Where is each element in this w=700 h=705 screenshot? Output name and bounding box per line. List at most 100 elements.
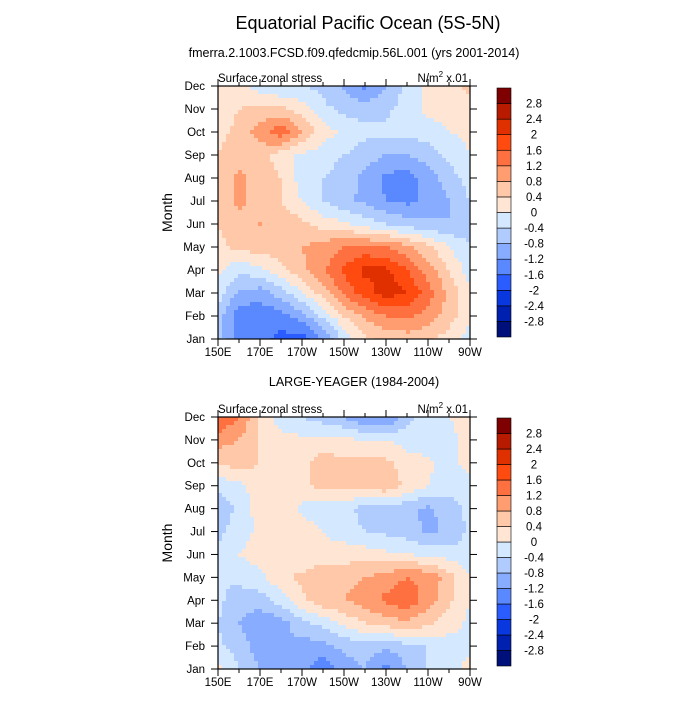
contour-cell: [250, 218, 254, 222]
contour-cell: [450, 202, 454, 206]
contour-cell: [386, 206, 390, 210]
contour-cell: [282, 425, 286, 429]
contour-cell: [230, 106, 234, 110]
contour-cell: [462, 186, 466, 190]
contour-cell: [410, 126, 414, 130]
contour-cell: [322, 150, 326, 154]
contour-cell: [254, 254, 258, 258]
contour-cell: [310, 210, 314, 214]
contour-cell: [302, 266, 306, 270]
contour-cell: [326, 90, 330, 94]
contour-cell: [382, 126, 386, 130]
contour-cell: [406, 166, 410, 170]
contour-cell: [222, 234, 226, 238]
contour-cell: [426, 258, 430, 262]
contour-cell: [246, 318, 250, 322]
contour-cell: [270, 306, 274, 310]
contour-cell: [326, 158, 330, 162]
y-tick-label: Jul: [190, 196, 205, 208]
contour-cell: [426, 134, 430, 138]
contour-cell: [262, 118, 266, 122]
contour-cell: [374, 114, 378, 118]
contour-cell: [250, 270, 254, 274]
contour-cell: [410, 298, 414, 302]
contour-cell: [270, 445, 274, 449]
contour-cell: [390, 234, 394, 238]
contour-cell: [278, 246, 282, 250]
contour-cell: [230, 214, 234, 218]
contour-cell: [442, 150, 446, 154]
contour-cell: [338, 274, 342, 278]
contour-cell: [430, 174, 434, 178]
contour-cell: [422, 222, 426, 226]
contour-cell: [262, 306, 266, 310]
contour-cell: [430, 198, 434, 202]
contour-cell: [282, 302, 286, 306]
contour-cell: [462, 202, 466, 206]
contour-cell: [382, 178, 386, 182]
contour-cell: [450, 150, 454, 154]
contour-cell: [254, 114, 258, 118]
contour-cell: [314, 242, 318, 246]
contour-cell: [226, 457, 230, 461]
contour-cell: [286, 437, 290, 441]
contour-cell: [442, 437, 446, 441]
contour-cell: [418, 126, 422, 130]
contour-cell: [298, 158, 302, 162]
contour-cell: [274, 206, 278, 210]
contour-cell: [338, 178, 342, 182]
contour-cell: [270, 246, 274, 250]
contour-cell: [322, 254, 326, 258]
contour-cell: [318, 274, 322, 278]
contour-cell: [238, 194, 242, 198]
contour-cell: [238, 198, 242, 202]
contour-cell: [230, 190, 234, 194]
contour-cell: [438, 206, 442, 210]
contour-cell: [238, 254, 242, 258]
contour-cell: [270, 222, 274, 226]
contour-cell: [286, 286, 290, 290]
contour-cell: [254, 258, 258, 262]
contour-cell: [454, 142, 458, 146]
contour-cell: [342, 238, 346, 242]
contour-cell: [342, 142, 346, 146]
contour-cell: [262, 226, 266, 230]
contour-cell: [290, 246, 294, 250]
contour-cell: [270, 314, 274, 318]
contour-cell: [382, 286, 386, 290]
contour-cell: [446, 86, 450, 90]
contour-cell: [270, 142, 274, 146]
contour-cell: [250, 110, 254, 114]
contour-cell: [318, 162, 322, 166]
contour-cell: [266, 330, 270, 334]
contour-cell: [270, 190, 274, 194]
contour-cell: [230, 166, 234, 170]
contour-cell: [334, 302, 338, 306]
contour-cell: [406, 250, 410, 254]
contour-cell: [334, 441, 338, 445]
contour-cell: [402, 254, 406, 258]
contour-cell: [226, 282, 230, 286]
contour-cell: [278, 437, 282, 441]
contour-cell: [390, 206, 394, 210]
contour-cell: [346, 138, 350, 142]
contour-cell: [258, 254, 262, 258]
contour-cell: [222, 214, 226, 218]
contour-cell: [334, 246, 338, 250]
contour-cell: [370, 110, 374, 114]
contour-cell: [430, 210, 434, 214]
contour-cell: [418, 182, 422, 186]
contour-cell: [430, 106, 434, 110]
contour-cell: [366, 274, 370, 278]
contour-cell: [390, 306, 394, 310]
contour-cell: [410, 94, 414, 98]
contour-cell: [250, 258, 254, 262]
contour-cell: [306, 214, 310, 218]
contour-cell: [414, 174, 418, 178]
contour-cell: [342, 122, 346, 126]
contour-cell: [338, 90, 342, 94]
contour-cell: [226, 302, 230, 306]
contour-cell: [386, 334, 390, 338]
contour-cell: [446, 146, 450, 150]
contour-cell: [242, 238, 246, 242]
